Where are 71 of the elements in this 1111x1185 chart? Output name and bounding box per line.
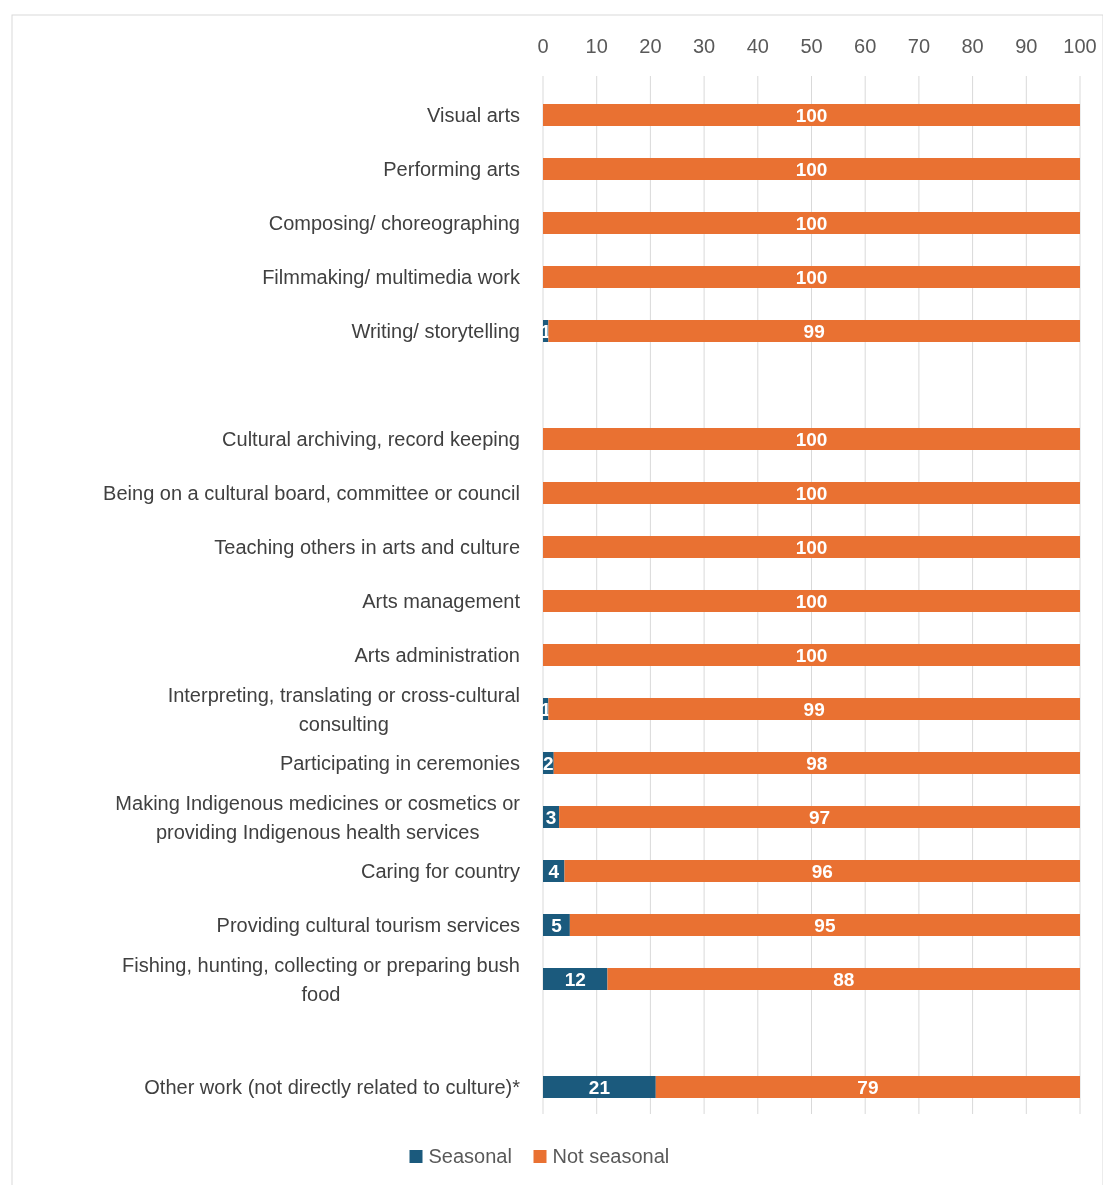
x-tick-label: 40: [746, 35, 769, 57]
bar: [543, 1076, 656, 1098]
y-tick-label: Cultural archiving, record keeping: [222, 428, 520, 450]
y-tick-label: Other work (not directly related to culture)*: [144, 1076, 521, 1098]
bar: [548, 320, 1080, 342]
data-label: 4: [548, 860, 560, 882]
y-tick-label: Performing arts: [383, 158, 520, 180]
bar: [655, 1076, 1080, 1098]
data-label: 97: [808, 806, 831, 828]
data-label: 100: [795, 158, 828, 180]
bar: [543, 644, 1080, 666]
data-label: 100: [795, 428, 828, 450]
data-label: 100: [795, 644, 828, 666]
data-label: 100: [795, 104, 828, 126]
y-tick-label: Composing/ choreographing: [268, 212, 521, 234]
x-tick-label: 0: [537, 35, 549, 57]
y-tick-label: Writing/ storytelling: [351, 320, 520, 342]
legend-label: Seasonal: [428, 1145, 512, 1167]
y-tick-label: Visual arts: [426, 104, 520, 126]
data-label: 99: [803, 698, 825, 720]
data-label: 12: [564, 968, 586, 990]
bar: [543, 104, 1080, 126]
y-tick-label: Arts administration: [354, 644, 520, 666]
bar: [553, 752, 1080, 774]
y-tick-label: Being on a cultural board, committee or council: [103, 482, 520, 504]
data-label: 98: [806, 752, 828, 774]
bar: [607, 968, 1080, 990]
data-label: 100: [795, 212, 828, 234]
bar: [543, 158, 1080, 180]
data-label: 99: [803, 320, 825, 342]
data-label: 88: [833, 968, 855, 990]
x-tick-label: 50: [800, 35, 823, 57]
x-tick-label: 10: [585, 35, 608, 57]
x-tick-label: 60: [854, 35, 877, 57]
bar: [543, 212, 1080, 234]
x-tick-label: 90: [1015, 35, 1038, 57]
x-tick-label: 30: [692, 35, 716, 57]
bar: [548, 698, 1080, 720]
data-label: 95: [814, 914, 836, 936]
bar: [559, 806, 1080, 828]
x-tick-label: 20: [639, 35, 662, 57]
x-tick-label: 100: [1063, 35, 1097, 57]
x-tick-label: 80: [961, 35, 984, 57]
bar: [543, 536, 1080, 558]
data-label: 100: [795, 482, 828, 504]
bar: [569, 914, 1080, 936]
data-label: 3: [545, 806, 557, 828]
y-tick-label: Caring for country: [361, 860, 521, 882]
data-label: 2: [543, 752, 554, 774]
data-label: 100: [795, 266, 828, 288]
y-tick-label: Teaching others in arts and culture: [214, 536, 520, 558]
y-tick-label: Fishing, hunting, collecting or preparing bush food: [121, 953, 521, 1005]
y-tick-label: Making Indigenous medicines or cosmetics or providing Indigenous health services: [115, 791, 521, 843]
x-tick-label: 70: [907, 35, 931, 57]
y-tick-label: Participating in ceremonies: [279, 752, 520, 774]
y-tick-label: Interpreting, translating or cross-cultural consulting: [167, 683, 520, 735]
y-tick-label: Arts management: [362, 590, 521, 612]
bar: [543, 590, 1080, 612]
y-tick-label: Filmmaking/ multimedia work: [262, 266, 521, 288]
data-label: 96: [811, 860, 833, 882]
y-tick-label: Providing cultural tourism services: [216, 914, 520, 936]
data-label: 100: [795, 590, 828, 612]
data-label: 21: [588, 1076, 611, 1098]
bar: [543, 266, 1080, 288]
legend-label: Not seasonal: [552, 1145, 670, 1167]
data-label: 5: [551, 914, 563, 936]
data-label: 79: [857, 1076, 879, 1098]
bar: [543, 482, 1080, 504]
bar: [564, 860, 1080, 882]
data-label: 100: [795, 536, 828, 558]
bar: [543, 428, 1080, 450]
